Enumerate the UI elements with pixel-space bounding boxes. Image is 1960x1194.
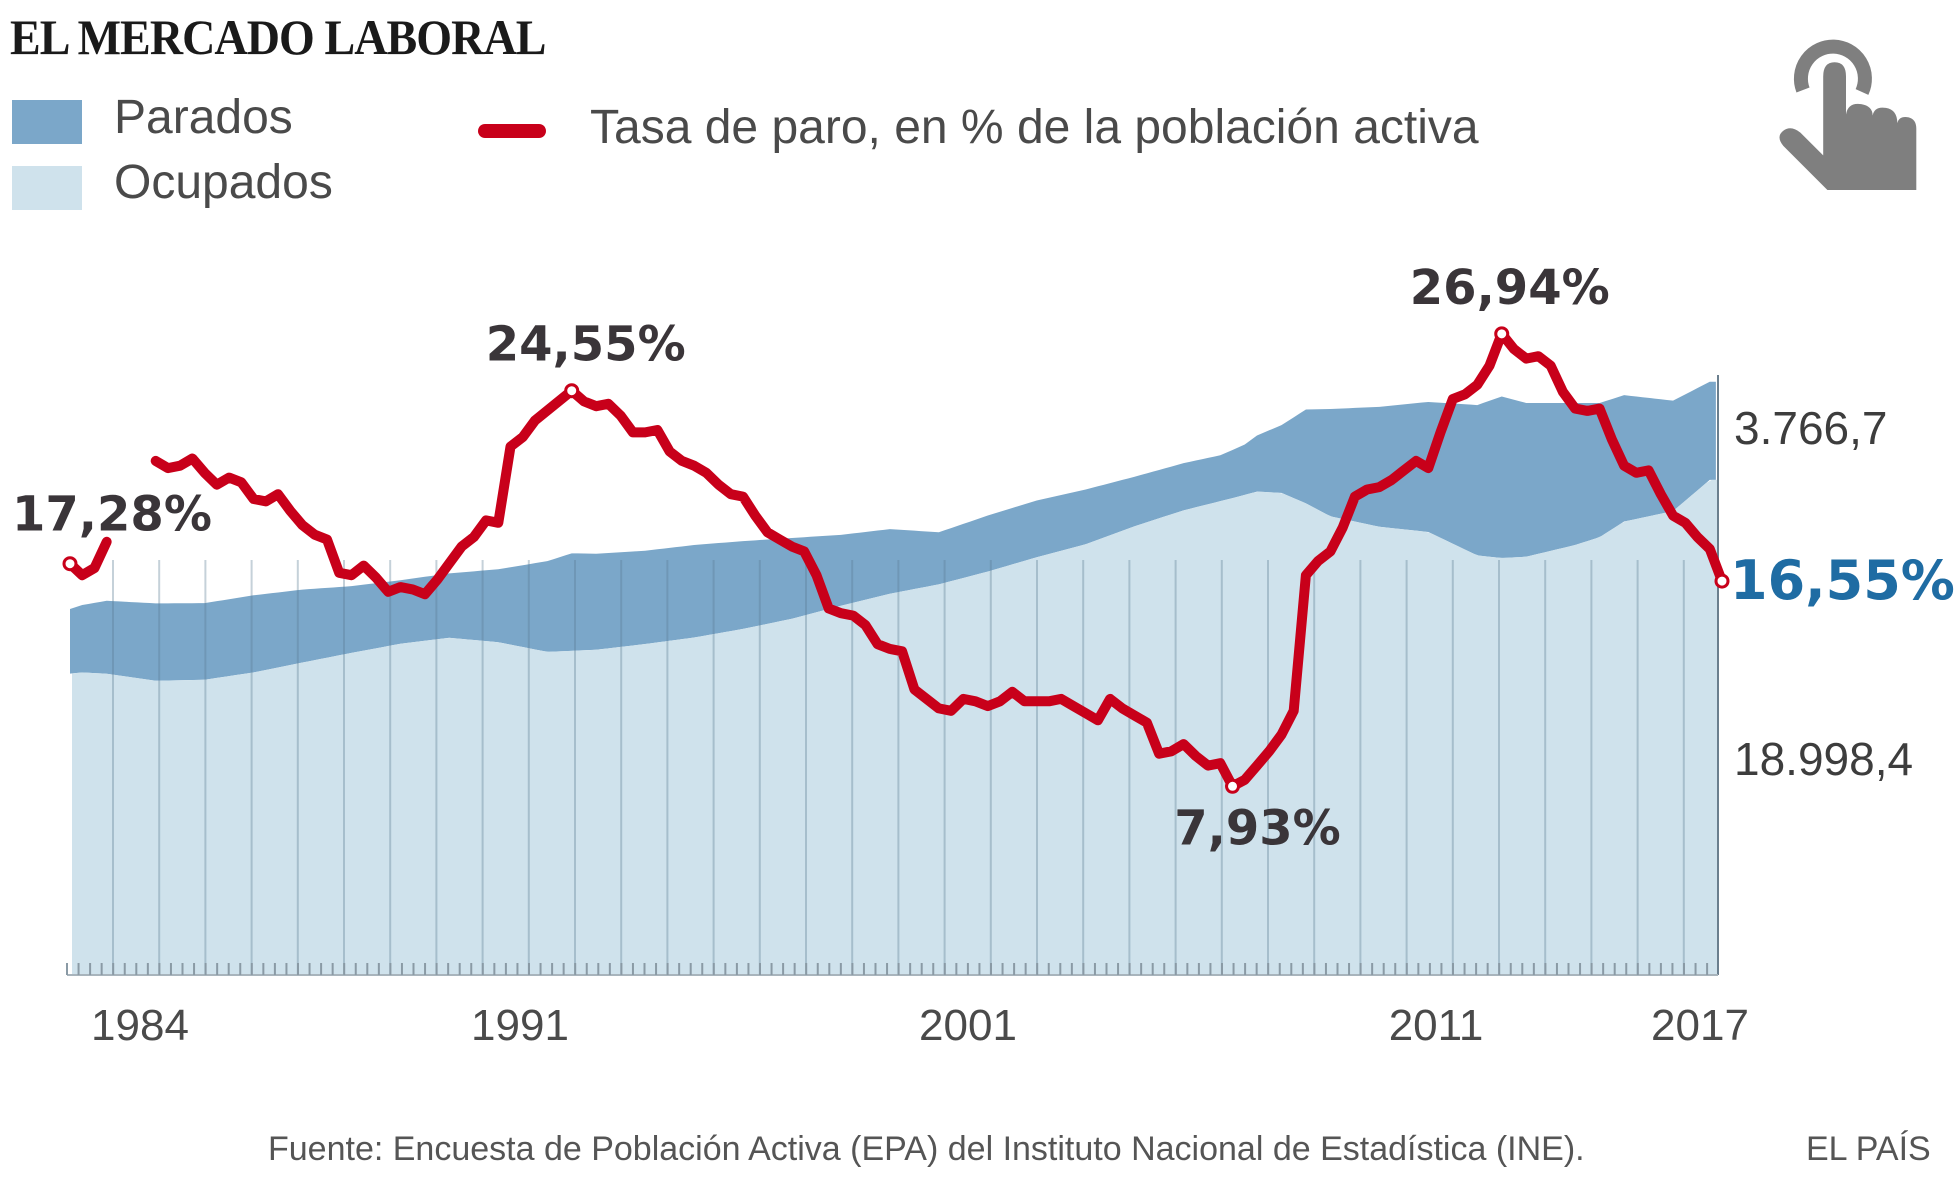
annotation-label-0: 17,28% (12, 487, 212, 543)
chart-title: EL MERCADO LABORAL (10, 9, 546, 65)
x-axis: 1984 1991 2001 2011 2017 (66, 963, 1749, 1050)
marker-2 (1225, 778, 1241, 794)
marker-3 (1494, 326, 1510, 342)
marker-4 (1714, 573, 1730, 589)
marker-1 (564, 383, 580, 399)
annotation-label-1: 24,55% (486, 317, 686, 373)
legend-label-ocupados: Ocupados (114, 156, 333, 209)
x-tick-label-2017: 2017 (1651, 1001, 1749, 1050)
x-tick-label-1991: 1991 (471, 1001, 569, 1050)
rate-line-segment-start (65, 536, 112, 581)
legend-swatch-ocupados (12, 166, 82, 210)
legend-swatch-parados (12, 100, 82, 144)
x-tick-label-2001: 2001 (919, 1001, 1017, 1050)
x-tick-label-2011: 2011 (1389, 1001, 1484, 1050)
legend-label-parados: Parados (114, 91, 293, 144)
labels-layer: 17,28% 24,55% 7,93% 26,94% 16,55% 3.766,7 18.9… (12, 260, 1955, 856)
touch-hand-icon[interactable] (1770, 30, 1920, 190)
rate-line-layer (65, 328, 1727, 792)
annotation-label-4: 16,55% (1730, 549, 1955, 612)
source-note: Fuente: Encuesta de Población Activa (EP… (268, 1130, 1585, 1168)
gridlines-layer (112, 375, 1719, 975)
annotation-label-2: 7,93% (1174, 800, 1341, 856)
brand-label: EL PAÍS (1806, 1130, 1931, 1168)
areas-layer (70, 381, 1718, 975)
x-tick-label-1984: 1984 (91, 1001, 189, 1050)
rate-line (150, 328, 1727, 792)
parados-area (70, 381, 1716, 681)
parados-end-label: 3.766,7 (1734, 402, 1887, 454)
legend-label-tasa: Tasa de paro, en % de la población activ… (590, 101, 1479, 154)
legend-line-tasa (478, 124, 546, 138)
annotation-label-3: 26,94% (1410, 260, 1610, 316)
ocupados-end-label: 18.998,4 (1734, 733, 1913, 785)
marker-0 (62, 556, 78, 572)
